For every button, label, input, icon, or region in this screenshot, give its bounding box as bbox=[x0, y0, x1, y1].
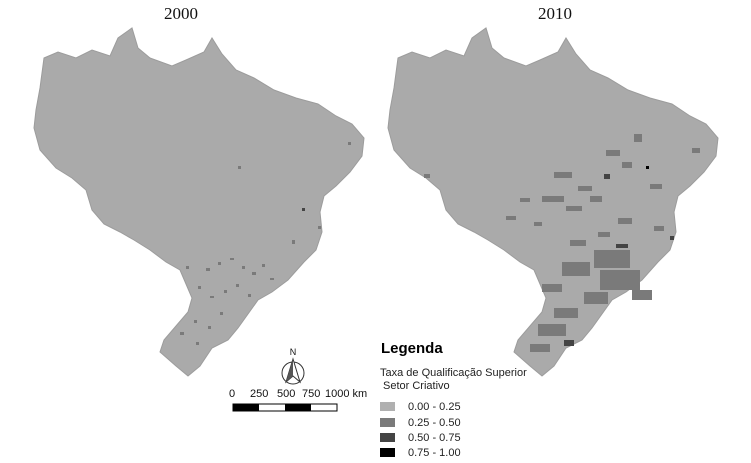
scale-tick-250: 250 bbox=[250, 388, 269, 400]
legend-swatch bbox=[380, 418, 395, 427]
legend-subtitle-line1: Taxa de Qualificação Superior bbox=[380, 367, 527, 379]
legend-swatch bbox=[380, 433, 395, 442]
legend-item-label: 0.25 - 0.50 bbox=[408, 417, 461, 429]
scale-tick-750: 750 bbox=[302, 388, 321, 400]
legend-subtitle-line2: Setor Criativo bbox=[383, 380, 450, 392]
legend-item-label: 0.00 - 0.25 bbox=[408, 401, 461, 413]
north-label: N bbox=[290, 347, 297, 357]
legend-title: Legenda bbox=[381, 340, 443, 357]
scale-tick-0: 0 bbox=[229, 388, 236, 400]
scale-bar bbox=[232, 403, 338, 412]
legend-swatch bbox=[380, 402, 395, 411]
legend-item-label: 0.75 - 1.00 bbox=[408, 447, 461, 459]
legend-swatch bbox=[380, 448, 395, 457]
brazil-map-2000 bbox=[33, 27, 365, 377]
brazil-map-2010 bbox=[387, 27, 719, 377]
legend-item-label: 0.50 - 0.75 bbox=[408, 432, 461, 444]
north-arrow-icon bbox=[281, 357, 305, 385]
scale-tick-1000: 1000 km bbox=[325, 388, 368, 400]
map-title-2000: 2000 bbox=[164, 4, 198, 23]
map-title-2010: 2010 bbox=[538, 4, 572, 23]
sector-patches-2010 bbox=[424, 134, 700, 352]
scale-tick-500: 500 bbox=[277, 388, 296, 400]
sector-patches-2000 bbox=[180, 142, 351, 345]
